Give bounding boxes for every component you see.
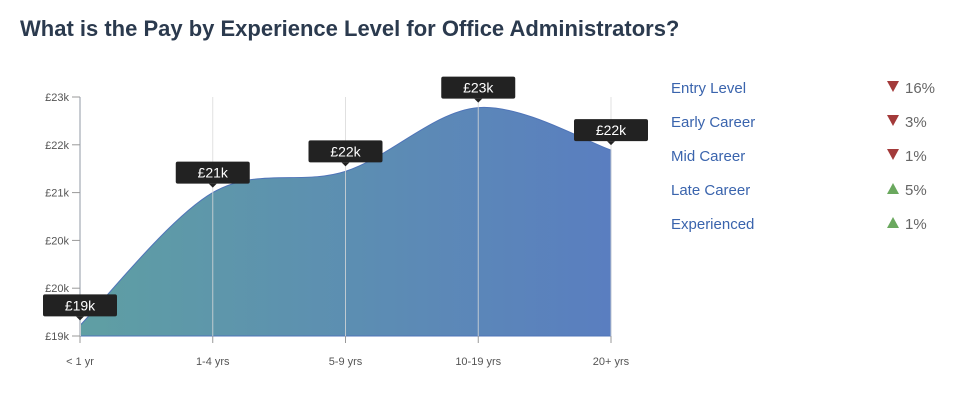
data-label: £22k <box>596 122 627 138</box>
legend-label[interactable]: Late Career <box>671 182 751 199</box>
arrow-up-icon <box>887 183 899 194</box>
arrow-down-icon <box>887 81 899 92</box>
data-label: £19k <box>65 297 96 313</box>
data-label-pointer <box>474 98 483 103</box>
y-tick-label: £20k <box>45 283 69 295</box>
legend-change: 1% <box>905 216 927 233</box>
data-label-pointer <box>208 183 217 188</box>
legend-label[interactable]: Early Career <box>671 114 756 131</box>
y-tick-label: £19k <box>45 331 69 343</box>
legend-row: Mid Career 1% <box>671 146 941 180</box>
data-label-pointer <box>76 316 84 321</box>
legend-change: 3% <box>905 114 927 131</box>
data-label-box <box>308 140 383 163</box>
y-tick-label: £20k <box>45 235 69 247</box>
arrow-down-icon <box>887 149 899 160</box>
data-label-box <box>441 76 516 99</box>
data-label-pointer <box>607 141 615 146</box>
x-tick-label: 5-9 yrs <box>329 356 363 368</box>
data-label: £21k <box>198 165 229 181</box>
data-label-box <box>574 119 648 142</box>
data-label-pointer <box>341 162 350 167</box>
x-tick-label: 10-19 yrs <box>455 356 501 368</box>
y-tick-label: £23k <box>45 92 69 104</box>
legend-row: Early Career 3% <box>671 112 941 146</box>
legend-change: 16% <box>905 80 936 97</box>
x-tick-label: 1-4 yrs <box>196 356 230 368</box>
data-label: £23k <box>463 80 494 96</box>
legend-change: 5% <box>905 182 927 199</box>
arrow-up-icon <box>887 217 899 228</box>
experience-legend: Entry Level 16% Early Career 3% Mid Career… <box>671 78 941 248</box>
y-tick-label: £21k <box>45 188 69 200</box>
legend-row: Late Career 5% <box>671 180 941 214</box>
legend-label[interactable]: Entry Level <box>671 80 747 97</box>
x-tick-label: < 1 yr <box>66 356 94 368</box>
data-label-box <box>175 161 250 184</box>
legend-label[interactable]: Experienced <box>671 216 755 233</box>
legend-change: 1% <box>905 148 927 165</box>
arrow-down-icon <box>887 115 899 126</box>
data-label: £22k <box>330 143 361 159</box>
data-label-box <box>43 294 117 317</box>
page-title: What is the Pay by Experience Level for … <box>20 16 680 41</box>
legend-row: Experienced 1% <box>671 214 941 248</box>
legend-label[interactable]: Mid Career <box>671 148 746 165</box>
legend-row: Entry Level 16% <box>671 78 941 112</box>
x-tick-label: 20+ yrs <box>593 356 630 368</box>
y-tick-label: £22k <box>45 140 69 152</box>
